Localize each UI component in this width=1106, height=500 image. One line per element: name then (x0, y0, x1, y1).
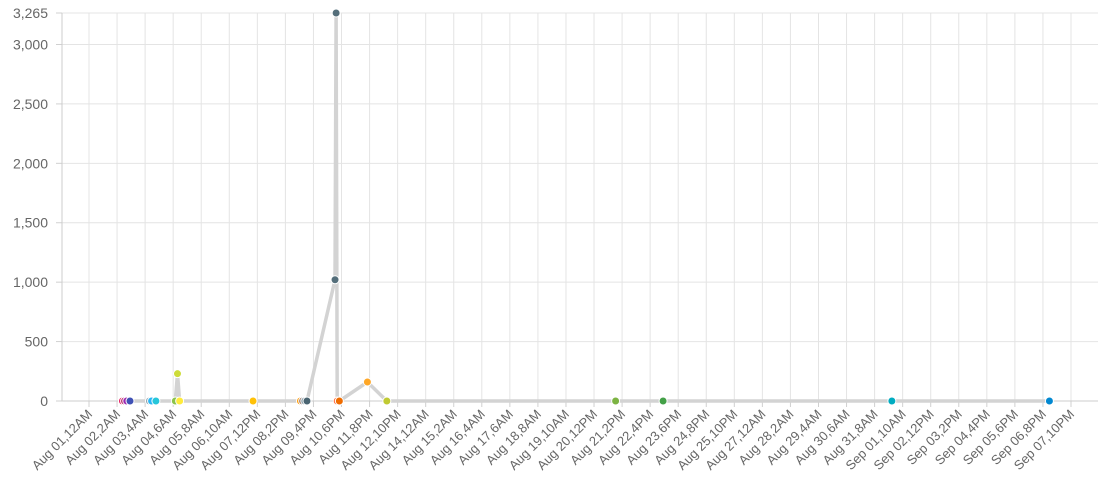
data-points (117, 8, 1054, 406)
data-point (330, 275, 340, 285)
data-point (887, 396, 897, 406)
y-tick-label: 0 (40, 393, 48, 409)
data-point (1044, 396, 1054, 406)
y-tick-label: 1,500 (13, 215, 48, 231)
data-point (302, 396, 312, 406)
y-axis-tick-labels: 0 500 1,000 1,500 2,000 2,500 3,000 3,265 (13, 5, 48, 409)
y-tick-label: 2,500 (13, 96, 48, 112)
y-tick-label: 1,000 (13, 274, 48, 290)
y-tick-label: 3,265 (13, 5, 48, 21)
y-tick-label: 2,000 (13, 155, 48, 171)
series-line-path (120, 11, 1052, 403)
data-point (125, 396, 135, 406)
data-point (175, 396, 185, 406)
gridlines (62, 12, 1098, 402)
data-point (151, 396, 161, 406)
data-point (362, 377, 372, 387)
y-tick-label: 500 (25, 334, 49, 350)
data-point (611, 396, 621, 406)
data-point (248, 396, 258, 406)
series-line (120, 11, 1052, 403)
y-tick-label: 3,000 (13, 36, 48, 52)
data-point (334, 396, 344, 406)
data-point (382, 396, 392, 406)
data-point (172, 369, 182, 379)
data-point (331, 8, 341, 18)
axes (56, 12, 1098, 407)
data-point (658, 396, 668, 406)
